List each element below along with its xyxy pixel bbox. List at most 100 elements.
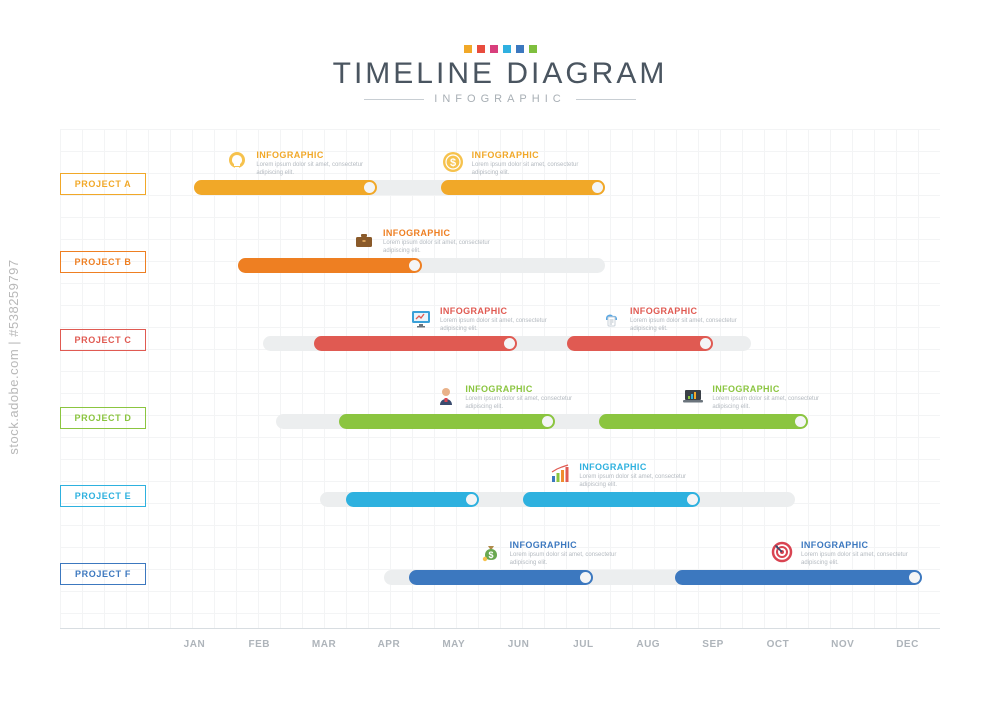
callout: INFOGRAPHIC Lorem ipsum dolor sit amet, c…	[352, 228, 493, 255]
project-label: PROJECT A	[60, 173, 146, 195]
page-title: TIMELINE DIAGRAM	[60, 57, 940, 91]
header-dot	[490, 45, 498, 53]
gantt-row: PROJECT B INFOGRAPHIC Lorem ipsum dolor si…	[60, 207, 940, 285]
gantt-bar	[567, 336, 713, 351]
month-label: AUG	[616, 639, 681, 650]
diagram-container: TIMELINE DIAGRAM INFOGRAPHIC JANFEBMARAP…	[60, 45, 940, 669]
bar-endcap	[700, 338, 711, 349]
target-icon	[770, 540, 794, 564]
month-label: DEC	[875, 639, 940, 650]
bar-endcap	[504, 338, 515, 349]
callout-title: INFOGRAPHIC	[510, 540, 620, 550]
gantt-row: PROJECT D INFOGRAPHIC Lorem ipsum dolor si…	[60, 363, 940, 441]
month-label: FEB	[227, 639, 292, 650]
svg-text:$: $	[488, 550, 493, 560]
gantt-track	[238, 258, 605, 273]
callout-title: INFOGRAPHIC	[440, 306, 550, 316]
bar-endcap	[687, 494, 698, 505]
callout: INFOGRAPHIC Lorem ipsum dolor sit amet, c…	[225, 150, 366, 177]
callout-title: INFOGRAPHIC	[256, 150, 366, 160]
callout: INFOGRAPHIC Lorem ipsum dolor sit amet, c…	[548, 462, 689, 489]
bar-endcap	[909, 572, 920, 583]
header-dot	[503, 45, 511, 53]
month-label: NOV	[810, 639, 875, 650]
callout-desc: Lorem ipsum dolor sit amet, consectetur …	[630, 318, 740, 333]
gantt-bar	[409, 570, 593, 585]
gantt-track	[320, 492, 795, 507]
cloud-doc-icon	[599, 306, 623, 330]
bar-endcap	[364, 182, 375, 193]
bar-endcap	[409, 260, 420, 271]
gantt-row: PROJECT A INFOGRAPHIC Lorem ipsum dolor si…	[60, 129, 940, 207]
gantt-bar	[675, 570, 922, 585]
bar-endcap	[592, 182, 603, 193]
month-label: OCT	[745, 639, 810, 650]
callout-desc: Lorem ipsum dolor sit amet, consectetur …	[712, 396, 822, 411]
gantt-track	[194, 180, 606, 195]
bulb-icon	[225, 150, 249, 174]
callout: INFOGRAPHIC Lorem ipsum dolor sit amet, c…	[770, 540, 911, 567]
coin-icon: $	[441, 150, 465, 174]
bar-endcap	[795, 416, 806, 427]
callout-desc: Lorem ipsum dolor sit amet, consectetur …	[801, 552, 911, 567]
callout-desc: Lorem ipsum dolor sit amet, consectetur …	[440, 318, 550, 333]
callout-desc: Lorem ipsum dolor sit amet, consectetur …	[579, 474, 689, 489]
gantt-bar	[346, 492, 479, 507]
project-label: PROJECT B	[60, 251, 146, 273]
callout-desc: Lorem ipsum dolor sit amet, consectetur …	[510, 552, 620, 567]
briefcase-icon	[352, 228, 376, 252]
month-label: JAN	[162, 639, 227, 650]
monitor-icon	[409, 306, 433, 330]
bar-endcap	[542, 416, 553, 427]
month-label: APR	[356, 639, 421, 650]
callout-desc: Lorem ipsum dolor sit amet, consectetur …	[472, 162, 582, 177]
month-label: MAR	[292, 639, 357, 650]
gantt-bar	[441, 180, 606, 195]
gantt-bar	[339, 414, 554, 429]
callout: INFOGRAPHICLorem ipsum dolor sit amet, c…	[681, 384, 822, 411]
header: TIMELINE DIAGRAM INFOGRAPHIC	[60, 45, 940, 105]
bar-endcap	[580, 572, 591, 583]
gantt-bar	[194, 180, 378, 195]
bar-chart-icon	[548, 462, 572, 486]
gantt-track	[276, 414, 808, 429]
month-label: JUL	[551, 639, 616, 650]
callout-title: INFOGRAPHIC	[630, 306, 740, 316]
callout-title: INFOGRAPHIC	[801, 540, 911, 550]
callout-title: INFOGRAPHIC	[383, 228, 493, 238]
callout-desc: Lorem ipsum dolor sit amet, consectetur …	[383, 240, 493, 255]
gantt-row: PROJECT F $ INFOGRAPHIC Lorem ipsum dolor s…	[60, 519, 940, 597]
callout-title: INFOGRAPHIC	[465, 384, 575, 394]
gantt-row: PROJECT C INFOGRAPHIC Lorem ipsum dolor si…	[60, 285, 940, 363]
callout: INFOGRAPHIC Lorem ipsum dolor sit amet, c…	[409, 306, 550, 333]
gantt-bar	[523, 492, 700, 507]
project-label: PROJECT D	[60, 407, 146, 429]
header-dot	[464, 45, 472, 53]
header-dots	[60, 45, 940, 53]
gantt-chart: JANFEBMARAPRMAYJUNJULAUGSEPOCTNOVDEC PRO…	[60, 129, 940, 629]
gantt-track	[384, 570, 922, 585]
gantt-track	[263, 336, 751, 351]
subtitle-line-right	[576, 99, 636, 100]
header-dot	[477, 45, 485, 53]
project-label: PROJECT F	[60, 563, 146, 585]
project-label: PROJECT E	[60, 485, 146, 507]
month-axis: JANFEBMARAPRMAYJUNJULAUGSEPOCTNOVDEC	[162, 639, 940, 650]
gantt-row: PROJECT E INFOGRAPHIC Lorem ipsum dolor si…	[60, 441, 940, 519]
callout-title: INFOGRAPHIC	[579, 462, 689, 472]
page-subtitle: INFOGRAPHIC	[434, 93, 565, 105]
laptop-chart-icon	[681, 384, 705, 408]
callout: $ INFOGRAPHIC Lorem ipsum dolor sit amet, …	[479, 540, 620, 567]
money-bag-icon: $	[479, 540, 503, 564]
callout-desc: Lorem ipsum dolor sit amet, consectetur …	[465, 396, 575, 411]
gantt-bar	[314, 336, 517, 351]
callout-desc: Lorem ipsum dolor sit amet, consectetur …	[256, 162, 366, 177]
gantt-bar	[238, 258, 422, 273]
project-label: PROJECT C	[60, 329, 146, 351]
subtitle-line-left	[364, 99, 424, 100]
month-label: JUN	[486, 639, 551, 650]
callout: INFOGRAPHIC Lorem ipsum dolor sit amet, c…	[434, 384, 575, 411]
watermark-text: stock.adobe.com | #538259797	[6, 259, 21, 454]
month-label: MAY	[421, 639, 486, 650]
svg-text:$: $	[450, 157, 456, 169]
